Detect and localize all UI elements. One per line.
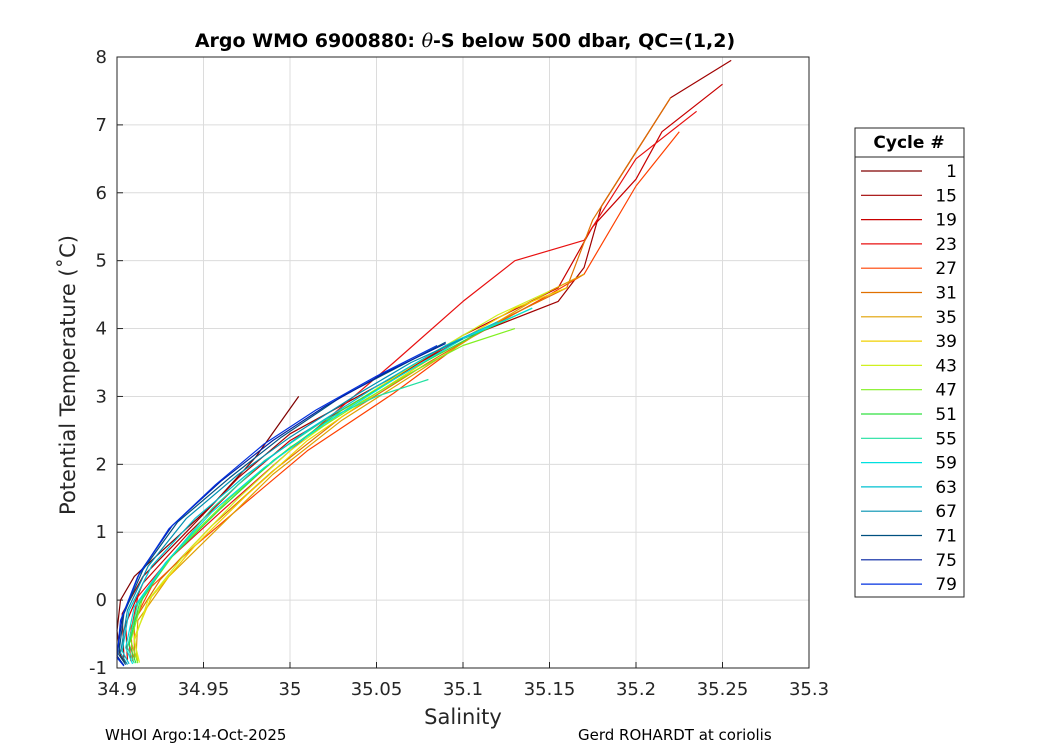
y-tick-label: 8 <box>96 47 107 68</box>
legend-label: 1 <box>946 162 957 182</box>
x-tick-label: 34.95 <box>178 679 230 700</box>
chart-title-suffix: -S below 500 dbar, QC=(1,2) <box>433 30 735 52</box>
legend-label: 31 <box>935 284 957 304</box>
x-tick-label: 35 <box>279 679 302 700</box>
legend-label: 15 <box>935 186 957 206</box>
legend-label: 51 <box>935 405 957 425</box>
series-line-cycle-27 <box>130 131 680 662</box>
legend-box <box>854 127 965 598</box>
x-tick-label: 35.1 <box>443 679 483 700</box>
y-tick-label: 4 <box>96 319 107 340</box>
series-line-cycle-59 <box>125 307 533 665</box>
legend-label: 47 <box>935 381 957 401</box>
legend-label: 27 <box>935 259 957 279</box>
y-tick-label: 7 <box>96 115 107 136</box>
x-tick-label: 34.9 <box>97 679 137 700</box>
series-line-cycle-35 <box>135 273 585 658</box>
legend-label: 39 <box>935 332 957 352</box>
chart-title-theta: θ <box>422 30 434 52</box>
x-tick-label: 35.05 <box>351 679 403 700</box>
chart-title: Argo WMO 6900880: θ-S below 500 dbar, QC… <box>195 30 735 52</box>
x-tick-label: 35.15 <box>524 679 576 700</box>
y-tick-label: 6 <box>96 183 107 204</box>
series-group <box>116 59 732 667</box>
plot-frame <box>116 56 810 669</box>
legend-label: 67 <box>935 502 957 522</box>
y-tick-label: 0 <box>96 590 107 611</box>
legend-label: 75 <box>935 551 957 571</box>
legend-title: Cycle # <box>873 133 944 153</box>
series-line-cycle-79 <box>116 344 438 667</box>
y-tick-label: 3 <box>96 386 107 407</box>
series-line-cycle-43 <box>133 290 550 663</box>
legend-label: 79 <box>935 575 957 595</box>
x-tick-label: 35.25 <box>697 679 749 700</box>
legend-label: 35 <box>935 308 957 328</box>
footer-left: WHOI Argo:14-Oct-2025 <box>105 726 287 744</box>
legend-entries: 1 15 19 23 27 31 35 39 43 47 51 55 59 63 67 71 75 79 <box>861 162 957 595</box>
y-tick-label: 1 <box>96 522 107 543</box>
y-axis-label: Potential Temperature (˚C) <box>56 235 80 515</box>
legend-label: 59 <box>935 454 957 474</box>
series-line-cycle-31 <box>133 97 672 660</box>
y-tick-label: 2 <box>96 454 107 475</box>
x-axis-label: Salinity <box>424 705 502 729</box>
series-line-cycle-51 <box>128 307 533 664</box>
legend-label: 43 <box>935 356 957 376</box>
legend: Cycle # 1 15 19 23 27 31 35 39 43 47 51 55 59 63 67 71 7… <box>854 127 965 598</box>
series-line-cycle-63 <box>121 321 498 665</box>
series-line-cycle-55 <box>126 378 429 664</box>
legend-label: 19 <box>935 211 957 231</box>
legend-label: 63 <box>935 478 957 498</box>
x-tick-label: 35.3 <box>789 679 829 700</box>
x-tick-label: 35.2 <box>616 679 656 700</box>
legend-label: 71 <box>935 527 957 547</box>
series-line-cycle-67 <box>119 338 464 665</box>
y-tick-label: 5 <box>96 251 107 272</box>
legend-label: 55 <box>935 429 957 449</box>
y-tick-label: -1 <box>89 658 107 679</box>
chart-title-prefix: Argo WMO 6900880: <box>195 30 422 52</box>
legend-label: 23 <box>935 235 957 255</box>
footer-right: Gerd ROHARDT at coriolis <box>578 726 772 744</box>
